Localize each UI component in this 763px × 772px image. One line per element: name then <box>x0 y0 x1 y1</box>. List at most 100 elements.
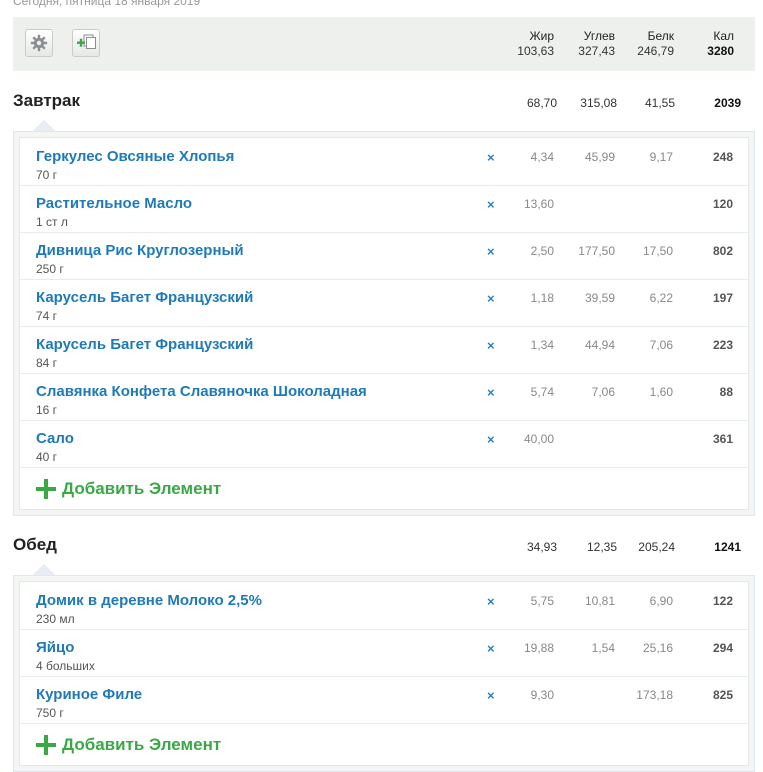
food-quantity: 40 г <box>36 450 58 464</box>
add-item-button[interactable]: Добавить Элемент <box>36 474 221 504</box>
meal-total-cal: 2039 <box>714 96 741 110</box>
food-quantity: 750 г <box>36 706 64 720</box>
meal-panel: Домик в деревне Молоко 2,5% 230 мл × 5,75 10… <box>13 575 755 772</box>
food-name-link[interactable]: Карусель Багет Французский <box>36 289 254 306</box>
food-cal: 825 <box>712 688 733 702</box>
food-carbs: 10,81 <box>584 594 615 608</box>
food-carbs: 1,54 <box>591 641 615 655</box>
food-cal: 88 <box>719 385 733 399</box>
food-name-link[interactable]: Яйцо <box>36 639 75 656</box>
add-copy-icon <box>77 34 96 49</box>
delete-icon[interactable]: × <box>487 291 495 306</box>
plus-icon <box>36 479 56 499</box>
food-carbs: 39,59 <box>584 291 615 305</box>
add-copy-button[interactable] <box>72 29 100 57</box>
food-cal: 197 <box>712 291 733 305</box>
food-row[interactable]: Яйцо 4 больших × 19,88 1,54 25,16 294 <box>20 629 748 677</box>
food-name-link[interactable]: Куриное Филе <box>36 686 143 703</box>
add-item-label: Добавить Элемент <box>62 735 222 754</box>
food-protein: 173,18 <box>636 688 673 702</box>
panel-pointer <box>33 564 55 575</box>
food-row[interactable]: Растительное Масло 1 ст л × 13,60 120 <box>20 185 748 233</box>
meal-total-carbs: 12,35 <box>586 540 617 554</box>
date-line: Сегодня, пятница 18 января 2019 <box>13 0 201 8</box>
food-name-link[interactable]: Геркулес Овсяные Хлопья <box>36 148 235 165</box>
food-fat: 5,74 <box>530 385 554 399</box>
summary-fat: Жир 103,63 <box>517 29 554 58</box>
food-row[interactable]: Геркулес Овсяные Хлопья 70 г × 4,34 45,99 9,1… <box>20 138 748 186</box>
food-cal: 294 <box>712 641 733 655</box>
plus-icon <box>36 735 56 755</box>
delete-icon[interactable]: × <box>487 385 495 400</box>
food-cal: 361 <box>712 432 733 446</box>
food-quantity: 1 ст л <box>36 215 68 229</box>
summary-calories: Кал 3280 <box>707 29 734 58</box>
food-protein: 9,17 <box>649 150 673 164</box>
meal-total-protein: 205,24 <box>638 540 675 554</box>
delete-icon[interactable]: × <box>487 432 495 447</box>
delete-icon[interactable]: × <box>487 197 495 212</box>
food-quantity: 70 г <box>36 168 58 182</box>
food-protein: 6,22 <box>649 291 673 305</box>
food-fat: 1,34 <box>530 338 554 352</box>
food-fat: 13,60 <box>523 197 554 211</box>
food-carbs: 45,99 <box>584 150 615 164</box>
food-row[interactable]: Карусель Багет Французский 74 г × 1,18 39,59… <box>20 279 748 327</box>
add-item-button[interactable]: Добавить Элемент <box>36 730 221 760</box>
delete-icon[interactable]: × <box>487 641 495 656</box>
food-row[interactable]: Домик в деревне Молоко 2,5% 230 мл × 5,75 10… <box>20 582 748 630</box>
food-row[interactable]: Куриное Филе 750 г × 9,30 173,18 825 <box>20 676 748 724</box>
meal-title: Обед <box>13 535 57 554</box>
meal-total-fat: 34,93 <box>526 540 557 554</box>
meal-title: Завтрак <box>13 91 81 110</box>
gear-icon <box>30 34 48 52</box>
food-carbs: 7,06 <box>591 385 615 399</box>
food-protein: 25,16 <box>642 641 673 655</box>
food-fat: 2,50 <box>530 244 554 258</box>
food-carbs: 44,94 <box>584 338 615 352</box>
food-fat: 5,75 <box>530 594 554 608</box>
food-cal: 122 <box>712 594 733 608</box>
food-cal: 802 <box>712 244 733 258</box>
food-row[interactable]: Сало 40 г × 40,00 361 <box>20 420 748 468</box>
food-fat: 9,30 <box>530 688 554 702</box>
meal-total-fat: 68,70 <box>526 96 557 110</box>
panel-pointer <box>33 120 55 131</box>
food-quantity: 84 г <box>36 356 58 370</box>
food-name-link[interactable]: Домик в деревне Молоко 2,5% <box>36 592 262 609</box>
meal-total-cal: 1241 <box>714 540 741 554</box>
food-name-link[interactable]: Растительное Масло <box>36 195 193 212</box>
food-quantity: 230 мл <box>36 612 75 626</box>
add-item-label: Добавить Элемент <box>62 479 222 498</box>
food-name-link[interactable]: Карусель Багет Французский <box>36 336 254 353</box>
food-cal: 120 <box>712 197 733 211</box>
food-quantity: 16 г <box>36 403 58 417</box>
summary-carbs: Углев 327,43 <box>578 29 615 58</box>
food-row[interactable]: Карусель Багет Французский 84 г × 1,34 44,94… <box>20 326 748 374</box>
food-row[interactable]: Дивница Рис Круглозерный 250 г × 2,50 177,50… <box>20 232 748 280</box>
meal-total-carbs: 315,08 <box>580 96 617 110</box>
food-quantity: 250 г <box>36 262 64 276</box>
food-protein: 7,06 <box>649 338 673 352</box>
food-row[interactable]: Славянка Конфета Славяночка Шоколадная 16… <box>20 373 748 421</box>
delete-icon[interactable]: × <box>487 338 495 353</box>
settings-button[interactable] <box>25 29 53 57</box>
food-name-link[interactable]: Сало <box>36 430 74 447</box>
food-name-link[interactable]: Дивница Рис Круглозерный <box>36 242 244 259</box>
food-quantity: 4 больших <box>36 659 95 673</box>
food-name-link[interactable]: Славянка Конфета Славяночка Шоколадная <box>36 383 367 400</box>
summary-bar: Жир 103,63 Углев 327,43 Белк 246,79 Кал … <box>13 17 755 71</box>
summary-protein: Белк 246,79 <box>637 29 674 58</box>
food-fat: 4,34 <box>530 150 554 164</box>
delete-icon[interactable]: × <box>487 688 495 703</box>
delete-icon[interactable]: × <box>487 244 495 259</box>
food-quantity: 74 г <box>36 309 58 323</box>
food-protein: 6,90 <box>649 594 673 608</box>
meal-total-protein: 41,55 <box>644 96 675 110</box>
food-fat: 1,18 <box>530 291 554 305</box>
delete-icon[interactable]: × <box>487 150 495 165</box>
food-protein: 1,60 <box>649 385 673 399</box>
meal-items: Геркулес Овсяные Хлопья 70 г × 4,34 45,99 9,1… <box>19 137 749 510</box>
delete-icon[interactable]: × <box>487 594 495 609</box>
food-fat: 40,00 <box>523 432 554 446</box>
